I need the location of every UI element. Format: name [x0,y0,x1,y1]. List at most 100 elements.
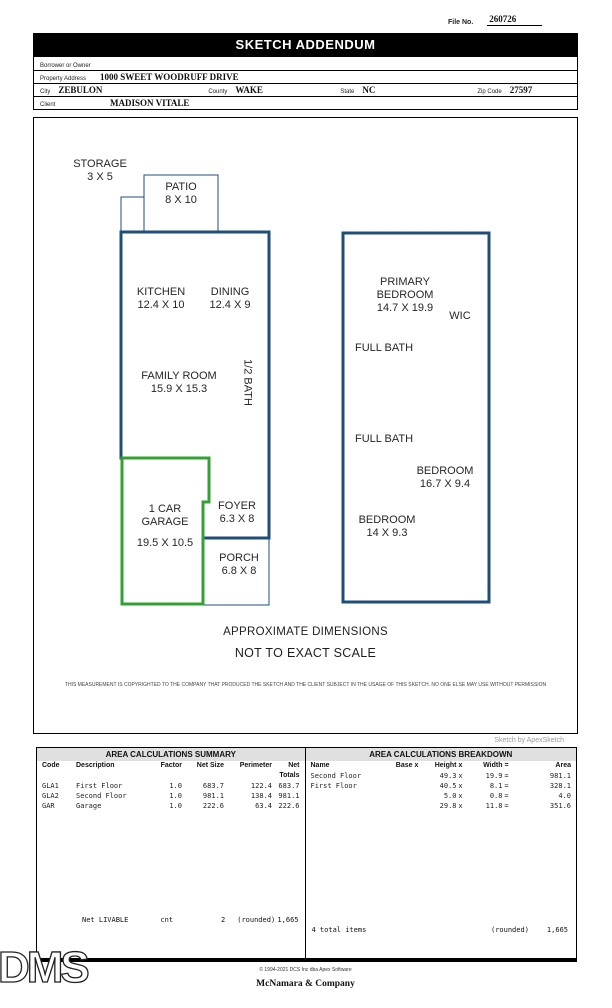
summary-header-net-size: Net Size [196,762,224,769]
file-number-value: 260726 [487,14,543,26]
breakdown-header-height: Height [434,762,457,769]
property-address-row: Property Address 1000 SWEET WOODRUFF DRI… [34,70,577,83]
borrower-label: Borrower or Owner [40,63,91,69]
foyer-room-label: FOYER 6.3 X 8 [192,500,282,526]
summary-total-row: Net LIVABLE cnt 2 (rounded) 1,665 [37,916,305,924]
bedroom2-name: BEDROOM [416,465,474,477]
summary-header-net-totals: Net Totals [279,762,300,779]
breakdown-title: AREA CALCULATIONS BREAKDOWN [305,748,576,761]
total-items-total: 1,665 [546,926,568,934]
wic-name: WIC [449,310,471,322]
sketch-credit: Sketch by ApexSketch [494,737,564,744]
approx-dimensions-note: APPROXIMATE DIMENSIONS [223,626,388,638]
bedroom2-dims: 16.7 X 9.4 [419,478,471,490]
family-room-label: FAMILY ROOM 15.9 X 15.3 [129,370,229,396]
primary-bedroom-name-line1: PRIMARY [380,276,430,288]
garage-name-line1: 1 CAR [148,503,182,515]
dining-room-label: DINING 12.4 X 9 [185,286,275,312]
breakdown-row: Second Floor 49.3 x 19.9 = 981.1 [310,772,572,780]
full-bath-lower-name: FULL BATH [355,433,414,445]
porch-name: PORCH [219,552,259,564]
breakdown-header-base: Base [395,762,413,769]
dining-name: DINING [210,286,250,298]
half-bath-name: 1/2 BATH [241,359,254,406]
net-livable-label: Net LIVABLE [82,916,129,924]
city-value: ZEBULON [58,85,103,95]
garage-name-line2: GARAGE [141,516,189,528]
total-items-rounded-label: (rounded) [490,926,529,934]
content-column: SKETCH ADDENDUM Borrower or Owner Proper… [33,33,578,989]
borrower-row: Borrower or Owner [34,57,577,70]
full-bath-lower-label: FULL BATH [355,433,413,446]
kitchen-room-label: KITCHEN 12.4 X 10 [116,286,206,312]
file-number-label: File No. [448,19,474,26]
breakdown-row: 29.8 x 11.8 = 351.6 [439,802,571,810]
area-summary-panel: AREA CALCULATIONS SUMMARY Code Descripti… [37,748,306,958]
breakdown-header-width: Width [483,762,503,769]
net-livable-cnt-label: cnt [160,916,174,924]
zip-value: 27597 [509,85,533,95]
floor-plan-outlines [119,174,491,606]
county-label: County [208,89,228,95]
wic-label: WIC [440,310,480,323]
summary-row: GLA1 First Floor 1.0 683.7 122.4 683.7 [42,782,300,790]
garage-dims: 19.5 X 10.5 [136,537,194,549]
dining-dims: 12.4 X 9 [209,299,251,311]
primary-bedroom-name-line2: BEDROOM [376,289,434,301]
storage-room-label: STORAGE 3 X 5 [50,158,150,184]
not-to-scale-note: NOT TO EXACT SCALE [234,646,377,660]
city-county-state-zip-row: City ZEBULON County WAKE State NC Zip Co… [34,83,577,96]
net-livable-rounded-label: (rounded) [237,916,276,924]
client-label: Client [40,102,56,108]
file-number: File No. 260726 [448,14,543,26]
dms-watermark: DMS [0,943,90,992]
bedroom3-name: BEDROOM [358,514,416,526]
family-room-dims: 15.9 X 15.3 [150,383,208,395]
net-livable-total: 1,665 [277,916,299,924]
garage-room-label: 1 CAR GARAGE 19.5 X 10.5 [120,503,210,550]
city-label: City [40,89,51,95]
half-bath-label: 1/2 BATH [241,348,254,418]
client-value: MADISON VITALE [110,98,190,108]
copyright-disclaimer: THIS MEASUREMENT IS COPYRIGHTED TO THE C… [64,682,547,688]
software-copyright: © 1994-2021 DCS Inc dba Apex Software [259,967,352,973]
bedroom3-label: BEDROOM 14 X 9.3 [337,514,437,540]
storage-name: STORAGE [73,158,127,170]
patio-room-label: PATIO 8 X 10 [136,181,226,207]
breakdown-header-area: Area [555,762,571,769]
full-bath-upper-label: FULL BATH [355,342,413,355]
porch-room-label: PORCH 6.8 X 8 [194,552,284,578]
property-address-value: 1000 SWEET WOODRUFF DRIVE [100,72,239,82]
family-room-name: FAMILY ROOM [141,370,217,382]
breakdown-header-row: Name Base x Height x Width = Area [310,762,572,769]
primary-bedroom-dims: 14.7 X 19.9 [376,302,434,314]
breakdown-row: First Floor 40.5 x 8.1 = 328.1 [310,782,572,790]
form-header: Borrower or Owner Property Address 1000 … [33,57,578,110]
garage-outline [120,456,211,606]
breakdown-header-name: Name [310,762,330,769]
summary-header-description: Description [76,762,115,769]
breakdown-total-row: 4 total items (rounded) 1,665 [306,926,577,934]
foyer-dims: 6.3 X 8 [219,513,255,525]
full-bath-upper-name: FULL BATH [355,342,414,354]
summary-header-row: Code Description Factor Net Size Perimet… [37,761,305,781]
company-name: McNamara & Company [256,979,355,989]
summary-title: AREA CALCULATIONS SUMMARY [37,748,305,761]
primary-bedroom-label: PRIMARY BEDROOM 14.7 X 19.9 [355,276,455,315]
kitchen-dims: 12.4 X 10 [137,299,185,311]
summary-row: GLA2 Second Floor 1.0 981.1 138.4 981.1 [42,792,300,800]
zip-label: Zip Code [477,89,502,95]
summary-header-perimeter: Perimeter [239,762,272,769]
bedroom2-label: BEDROOM 16.7 X 9.4 [395,465,495,491]
summary-row: GAR Garage 1.0 222.6 63.4 222.6 [42,802,300,810]
property-address-label: Property Address [40,76,87,82]
storage-dims: 3 X 5 [87,171,113,183]
summary-header-code: Code [42,762,60,769]
foyer-name: FOYER [218,500,256,512]
client-row: Client MADISON VITALE [34,96,577,109]
area-breakdown-panel: AREA CALCULATIONS BREAKDOWN Name Base x … [305,748,577,958]
bedroom3-dims: 14 X 9.3 [366,527,408,539]
state-label: State [340,89,355,95]
porch-dims: 6.8 X 8 [221,565,257,577]
